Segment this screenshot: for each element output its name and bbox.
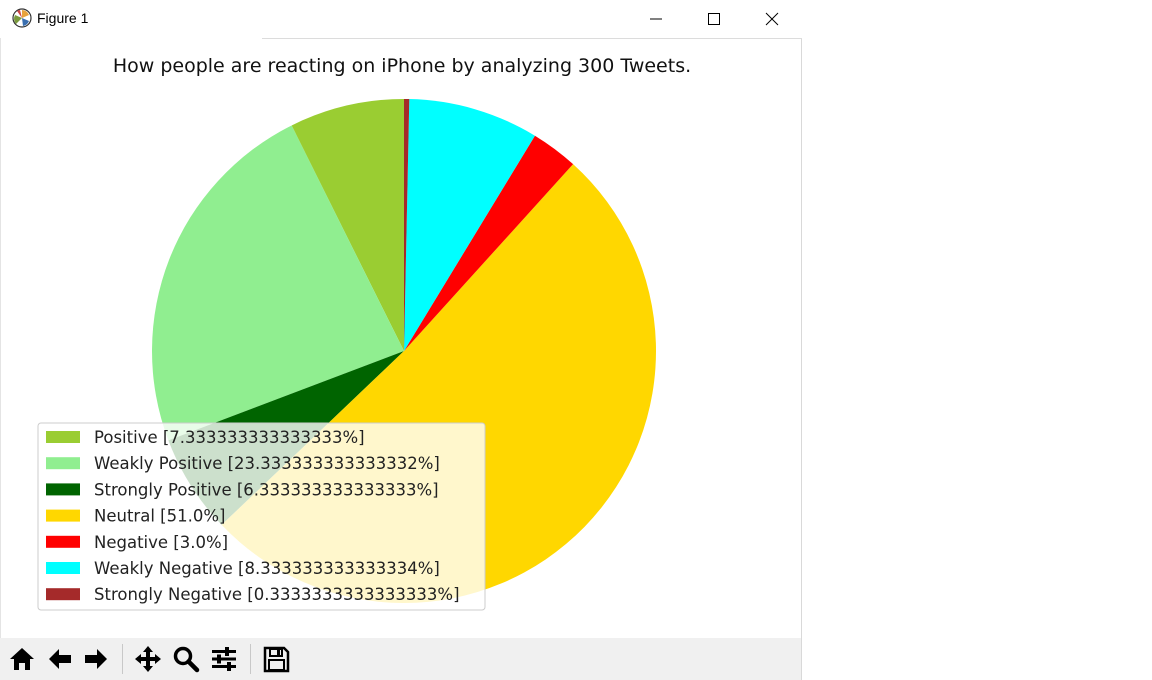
close-icon (765, 12, 779, 26)
chart-title: How people are reacting on iPhone by ana… (113, 55, 691, 77)
legend-label: Negative [3.0%] (94, 533, 228, 552)
minimize-icon (650, 18, 662, 20)
figure-top-border (262, 38, 802, 39)
legend-frame (37, 422, 486, 611)
pie-slice (404, 99, 535, 351)
pie-slice (404, 135, 574, 351)
legend-label: Strongly Positive [6.333333333333333%] (94, 480, 439, 499)
zoom-button[interactable] (170, 642, 202, 676)
figure-window: Figure 1 How people are reacting on iPho… (0, 0, 802, 680)
legend-swatch (46, 535, 80, 548)
save-button[interactable] (260, 642, 292, 676)
home-button[interactable] (6, 642, 38, 676)
minimize-button[interactable] (627, 0, 685, 38)
window-title: Figure 1 (37, 10, 89, 26)
navigation-toolbar (0, 638, 801, 680)
legend-swatch (46, 588, 80, 601)
legend-swatch (46, 431, 80, 443)
back-arrow-icon (49, 649, 71, 669)
legend-label: Strongly Negative [0.3333333333333333%] (94, 585, 460, 604)
legend-swatch (46, 483, 80, 496)
title-bar: Figure 1 (0, 0, 802, 38)
legend-label: Weakly Negative [8.333333333333334%] (94, 559, 440, 578)
pan-icon (135, 646, 161, 672)
legend-label: Positive [7.333333333333333%] (94, 428, 365, 447)
maximize-button[interactable] (685, 0, 743, 38)
pan-button[interactable] (132, 642, 164, 676)
back-button[interactable] (44, 642, 76, 676)
forward-arrow-icon (85, 649, 107, 669)
legend-swatch (46, 509, 80, 522)
home-icon (10, 648, 34, 670)
maximize-icon (708, 13, 720, 25)
toolbar-separator (250, 644, 251, 674)
legend-swatch (46, 562, 80, 574)
zoom-icon (173, 646, 200, 673)
configure-subplots-button[interactable] (208, 642, 240, 676)
figure-left-border (0, 38, 1, 638)
legend: Positive [7.333333333333333%] Weakly Posi… (37, 422, 486, 611)
pie-slice (291, 99, 404, 351)
legend-label: Weakly Positive [23.333333333333332%] (94, 454, 440, 473)
forward-button[interactable] (80, 642, 112, 676)
close-button[interactable] (743, 0, 801, 38)
legend-label: Neutral [51.0%] (94, 507, 225, 526)
toolbar-separator (122, 644, 123, 674)
legend-swatch (46, 457, 80, 470)
configure-subplots-icon (212, 647, 236, 671)
pie-slice (152, 125, 404, 441)
pie-slice (404, 99, 410, 351)
pie-figure: How people are reacting on iPhone by ana… (37, 55, 691, 611)
matplotlib-logo-icon (12, 8, 32, 28)
save-icon (263, 646, 290, 673)
